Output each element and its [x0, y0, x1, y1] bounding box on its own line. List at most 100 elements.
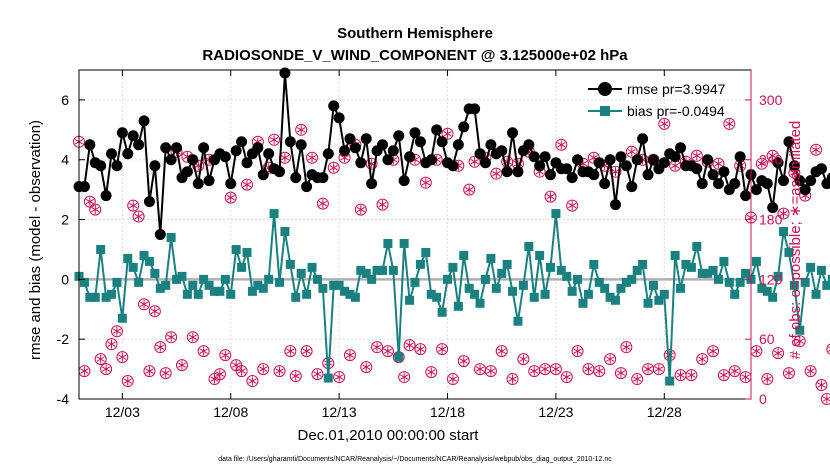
y-axis-ticks: -4 -2 0 2 4 6 [57, 92, 85, 407]
bias-point [638, 259, 648, 269]
rmse-point [398, 175, 410, 187]
bias-point [518, 280, 528, 290]
bias-point [648, 280, 658, 290]
bias-point [144, 256, 154, 266]
bias-point [686, 262, 696, 272]
x-tick-label: 12/13 [322, 404, 357, 420]
obs-possible-point [89, 203, 102, 216]
obs-possible-point [224, 191, 237, 204]
obs-assimilated-point [595, 366, 604, 376]
obs-possible-point [614, 367, 627, 380]
bias-point [632, 265, 642, 275]
bias-point [302, 289, 312, 299]
bias-point [654, 295, 664, 305]
obs-assimilated-point [486, 366, 496, 376]
obs-possible-point [371, 341, 384, 354]
obs-assimilated-point [107, 339, 116, 349]
obs-possible-point [820, 393, 830, 405]
chart-subtitle: RADIOSONDE_V_WIND_COMPONENT @ 3.125000e+… [202, 47, 628, 64]
obs-assimilated-point [676, 370, 685, 380]
obs-assimilated-point [719, 370, 729, 380]
obs-assimilated-point [773, 348, 783, 358]
obs-possible-point [560, 371, 573, 384]
obs-assimilated-point [215, 369, 225, 379]
obs-assimilated-point [437, 344, 447, 354]
obs-possible-point [284, 345, 297, 358]
obs-possible-point [793, 335, 806, 348]
obs-possible-point [804, 365, 817, 378]
bias-point [264, 274, 274, 284]
bias-point [85, 292, 95, 302]
obs-assimilated-point [291, 371, 300, 381]
obs-possible-point [723, 117, 736, 130]
obs-possible-point [707, 345, 720, 358]
obs-assimilated-point [465, 185, 474, 195]
bias-point [459, 250, 469, 260]
obs-assimilated-point [188, 332, 197, 342]
obs-assimilated-point [584, 364, 593, 374]
obs-assimilated-point [779, 209, 788, 219]
obs-assimilated-point [405, 340, 414, 350]
obs-assimilated-point [633, 374, 642, 384]
bias-point [480, 274, 490, 284]
rmse-point [772, 157, 784, 169]
bias-point [486, 253, 496, 263]
bias-point [96, 244, 106, 254]
obs-possible-point [441, 127, 454, 140]
rmse-point [740, 190, 752, 202]
obs-possible-point [138, 298, 151, 311]
obs-assimilated-point [259, 364, 268, 374]
rmse-series [73, 67, 830, 240]
obs-assimilated-point [763, 374, 772, 384]
rmse-point [675, 142, 687, 154]
legend-rmse-label: rmse pr=3.9947 [627, 81, 726, 97]
bias-point [730, 289, 740, 299]
bias-point [545, 262, 555, 272]
bias-point [659, 289, 669, 299]
rmse-point [761, 178, 773, 190]
obs-possible-point [100, 363, 113, 376]
bias-point [280, 227, 290, 237]
obs-possible-point [414, 343, 427, 356]
bias-point [589, 259, 599, 269]
rmse-point [788, 160, 800, 172]
obs-possible-point [376, 198, 389, 211]
right-y-tick-label: 0 [759, 391, 767, 407]
bias-point [453, 301, 463, 311]
bias-point [410, 277, 420, 287]
bias-point [800, 277, 810, 287]
bias-point [583, 289, 593, 299]
rmse-point [279, 67, 291, 79]
rmse-point [95, 160, 107, 172]
obs-assimilated-point [145, 366, 154, 376]
obs-assimilated-point [378, 200, 387, 210]
rmse-point [149, 160, 161, 172]
obs-possible-point [506, 373, 519, 386]
bias-point [334, 280, 344, 290]
bias-point [437, 307, 447, 317]
bias-point [383, 238, 393, 248]
bias-point [773, 271, 783, 281]
rmse-point [734, 151, 746, 163]
bias-point [556, 265, 566, 275]
chart-title: Southern Hemisphere [337, 25, 493, 42]
bias-point [318, 283, 328, 293]
obs-assimilated-point [508, 374, 517, 384]
obs-assimilated-point [134, 212, 143, 222]
rmse-point [284, 136, 296, 148]
bias-point [367, 274, 377, 284]
obs-assimilated-point [356, 205, 365, 215]
rmse-point [198, 142, 210, 154]
y-tick-label: 0 [61, 271, 69, 287]
obs-possible-point [782, 367, 795, 380]
bias-point [193, 289, 203, 299]
obs-possible-point [235, 365, 248, 378]
bias-point [128, 262, 138, 272]
rmse-point [794, 175, 806, 187]
rmse-point [485, 139, 497, 151]
rmse-point [404, 151, 416, 163]
rmse-point [604, 154, 616, 166]
rmse-point [496, 145, 508, 157]
y-tick-label: 2 [61, 212, 69, 228]
